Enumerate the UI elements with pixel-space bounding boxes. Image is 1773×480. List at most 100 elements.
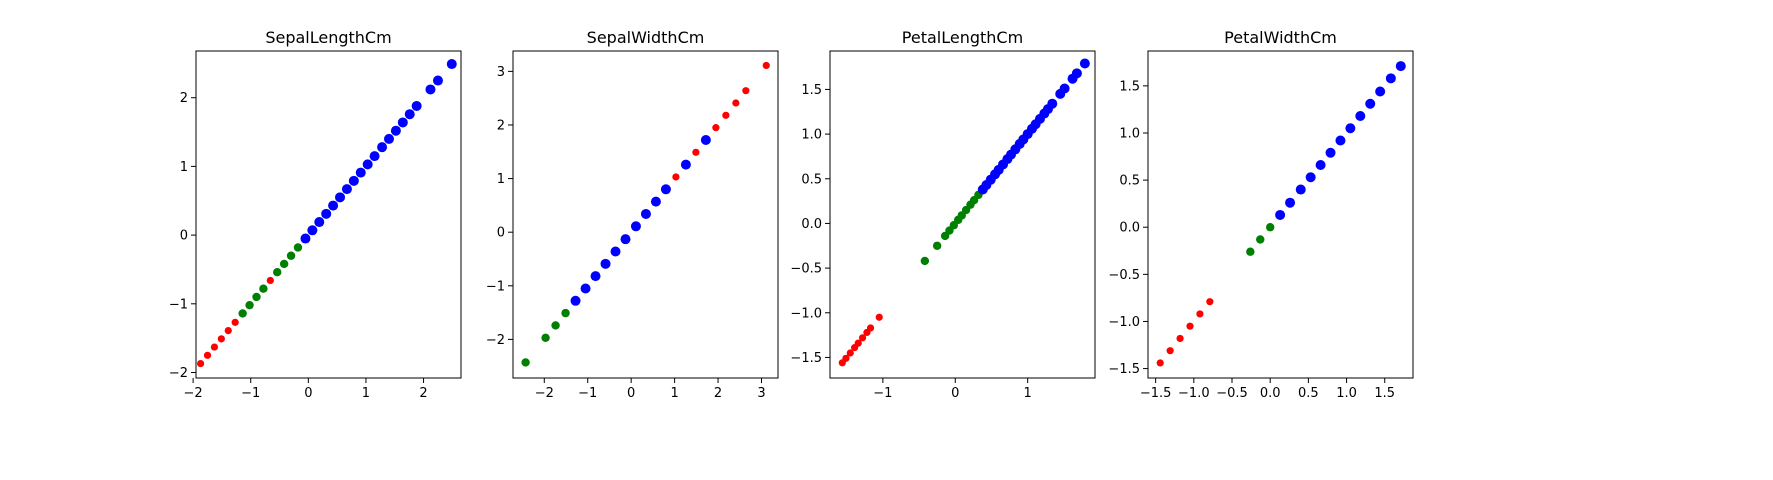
y-tick-label: 1.5: [801, 83, 822, 98]
data-point: [397, 117, 408, 128]
data-point: [252, 292, 261, 302]
data-point: [854, 339, 862, 347]
data-point: [1385, 73, 1396, 84]
y-tick-label: 1: [180, 160, 188, 175]
data-point: [722, 111, 730, 119]
data-point: [1071, 68, 1082, 79]
y-tick-label: 0: [497, 226, 505, 241]
data-point: [432, 75, 443, 86]
data-point: [238, 309, 247, 318]
data-point: [362, 159, 373, 170]
data-point: [521, 358, 530, 367]
y-tick-label: 1.5: [1119, 79, 1140, 94]
data-point: [369, 151, 380, 162]
panel-sepal-length: SepalLengthCm −2 −1 0 1 2 −2 −1 0 1 2: [169, 28, 462, 401]
data-point: [1315, 160, 1326, 171]
data-point: [561, 308, 570, 318]
data-point: [590, 271, 601, 282]
data-point: [742, 87, 750, 95]
y-tick-label: −1: [169, 297, 188, 312]
x-tick-label: 1.0: [1336, 386, 1357, 401]
y-tick-label: 0.5: [801, 172, 822, 187]
x-tick-label: −1.0: [1178, 386, 1210, 401]
x-tick-label: 1: [1024, 386, 1032, 401]
data-point: [610, 246, 621, 257]
data-point: [680, 159, 691, 170]
data-point: [307, 225, 318, 236]
data-point: [404, 109, 415, 120]
x-tick-label: 2: [419, 386, 427, 401]
data-point: [321, 208, 332, 219]
data-point: [660, 184, 671, 195]
data-point: [1156, 359, 1164, 367]
data-point: [600, 258, 611, 269]
y-tick-label: 1: [497, 172, 505, 187]
data-point: [1335, 135, 1346, 146]
data-point: [446, 59, 457, 70]
data-point: [712, 124, 720, 132]
data-point: [203, 351, 212, 359]
data-point: [1305, 172, 1316, 183]
data-point: [541, 333, 550, 342]
x-tick-label: −1: [578, 386, 597, 401]
data-point: [300, 233, 311, 244]
data-point: [866, 324, 875, 332]
data-point: [551, 321, 560, 330]
data-point: [231, 318, 239, 326]
data-point: [341, 184, 352, 195]
x-tick-label: 1: [362, 386, 370, 401]
data-point: [210, 343, 219, 351]
data-point: [197, 359, 205, 368]
x-tick-label: 0.0: [1260, 386, 1281, 401]
y-tick-label: 2: [497, 118, 505, 133]
data-point: [570, 295, 581, 306]
data-point: [630, 221, 641, 232]
panel-title: PetalWidthCm: [1224, 28, 1337, 47]
panel-petal-length: PetalLengthCm −1 0 1 −1.5 −1.0 −0.5 0.0 0.5 1.0 1…: [790, 28, 1096, 401]
axes-frame: [1147, 50, 1414, 379]
data-point: [1047, 98, 1058, 109]
data-point: [692, 148, 700, 156]
data-point: [1355, 111, 1366, 122]
data-point: [1256, 235, 1265, 244]
data-point: [279, 259, 289, 269]
y-tick-label: 3: [497, 65, 505, 80]
data-point: [1365, 98, 1376, 109]
y-tick-label: 2: [180, 91, 188, 106]
data-point: [1059, 83, 1070, 94]
y-tick-label: −1: [486, 279, 505, 294]
data-point: [1196, 310, 1204, 318]
data-point: [293, 243, 303, 252]
x-tick-label: 0: [627, 386, 635, 401]
data-point: [1206, 298, 1214, 306]
data-point: [1395, 61, 1406, 72]
data-point: [650, 196, 661, 207]
axes-frame: [512, 50, 779, 379]
data-point: [875, 313, 883, 321]
data-point: [846, 349, 854, 357]
data-point: [620, 234, 631, 245]
x-tick-label: 1: [670, 386, 678, 401]
data-point: [266, 276, 274, 285]
data-point: [286, 251, 296, 260]
y-tick-label: 0: [180, 229, 188, 244]
data-point: [672, 173, 680, 181]
x-tick-label: 0: [304, 386, 312, 401]
panel-petal-width: PetalWidthCm −1.5 −1.0 −0.5 0.0 0.5 1.0 1.5 −1.…: [1108, 28, 1414, 401]
data-point: [335, 192, 346, 203]
data-point: [762, 61, 770, 70]
data-point: [580, 283, 591, 294]
data-point: [245, 300, 254, 310]
data-point: [1079, 58, 1090, 69]
x-tick-label: 3: [757, 386, 765, 401]
data-point: [858, 334, 867, 342]
y-tick-label: −1.0: [790, 306, 822, 321]
x-tick-label: −1.5: [1140, 386, 1172, 401]
data-point: [411, 100, 422, 111]
data-point: [1166, 347, 1174, 355]
x-tick-label: 2: [714, 386, 722, 401]
x-tick-label: −2: [184, 386, 203, 401]
data-point: [348, 175, 359, 186]
data-point: [224, 326, 232, 335]
